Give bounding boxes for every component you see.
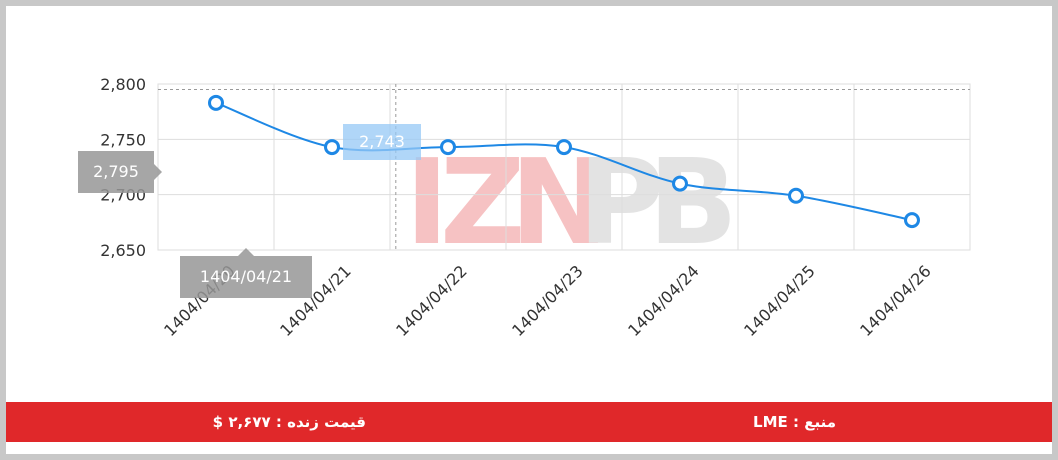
x-tick-label: 1404/04/22	[392, 261, 471, 340]
data-point	[556, 139, 572, 156]
data-points[interactable]	[208, 94, 920, 229]
y-crosshair-label: 2,795	[78, 151, 162, 193]
watermark-letter-n: N	[510, 133, 609, 271]
x-crosshair-label: 1404/04/21	[180, 248, 312, 298]
y-tick-label: 2,800	[100, 75, 146, 94]
chart-frame	[6, 6, 1052, 454]
data-point	[440, 139, 456, 156]
x-tick-label: 1404/04/24	[624, 261, 703, 340]
data-point	[672, 175, 688, 192]
y-tick-label: 2,650	[100, 241, 146, 260]
x-tick-label: 1404/04/25	[740, 261, 819, 340]
data-point	[324, 139, 340, 156]
data-point	[788, 187, 804, 204]
watermark-logo: I Z N P B	[405, 133, 738, 271]
watermark-letter-z: Z	[440, 133, 526, 271]
value-tooltip: 2,743	[343, 124, 421, 160]
watermark-letter-p: P	[578, 133, 664, 271]
live-price-label: قیمت زنده : ۲,۶۷۷ $	[212, 413, 366, 431]
source-label: منبع : LME	[753, 413, 836, 431]
line-chart[interactable]: I Z N P B 2,6502,7002,7502,8001404/04/20…	[0, 0, 1058, 400]
data-point	[904, 212, 920, 229]
footer-bar: منبع : LME قیمت زنده : ۲,۶۷۷ $	[6, 402, 1052, 442]
crosshair	[158, 84, 970, 250]
watermark-letter-b: B	[648, 133, 738, 271]
x-tick-label: 1404/04/26	[856, 261, 935, 340]
x-tick-label: 1404/04/23	[508, 261, 587, 340]
data-point	[208, 94, 224, 111]
y-tick-label: 2,750	[100, 130, 146, 149]
